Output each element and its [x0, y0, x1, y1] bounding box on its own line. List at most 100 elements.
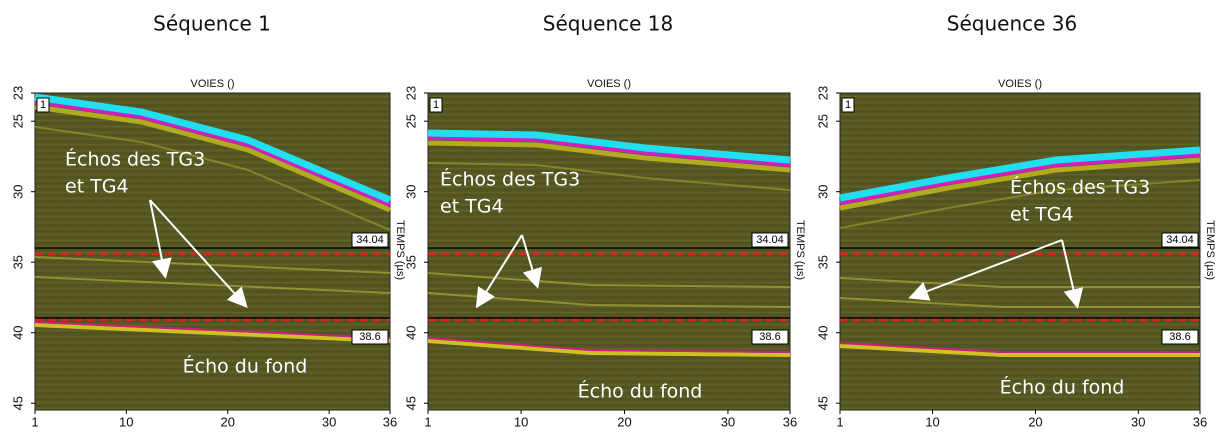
- bottom-echo-magenta: [839, 342, 1200, 353]
- annotation: et TG4: [440, 196, 504, 218]
- echo-faint: [427, 162, 791, 191]
- y-tick-label: 35: [815, 255, 830, 269]
- gate-box: [751, 232, 789, 248]
- gate-box: [1161, 329, 1199, 345]
- y-tick-label: 40: [10, 325, 25, 339]
- channel-marker: 1: [433, 99, 439, 111]
- x-tick-label: 10: [925, 414, 939, 429]
- gate-box: [351, 232, 389, 248]
- x-tick-label: 10: [514, 414, 528, 429]
- echo-cyan: [427, 129, 791, 164]
- echo-yellow: [427, 140, 791, 173]
- x-axis-title: VOIES (): [587, 78, 631, 90]
- echo-faint: [34, 126, 391, 231]
- x-tick-label: 30: [1131, 414, 1145, 429]
- y-tick-label: 25: [10, 114, 25, 128]
- y-axis-title: TEMPS (µs): [1204, 220, 1216, 280]
- y-tick-label: 30: [403, 184, 418, 198]
- y-tick-label: 45: [403, 396, 418, 410]
- echo-flaw-1: [839, 277, 1200, 288]
- annotation: Échos des TG3: [65, 148, 205, 171]
- channel-box: [36, 97, 50, 113]
- y-axis-title: TEMPS (µs): [794, 220, 806, 280]
- y-tick-label: 25: [815, 114, 830, 128]
- y-axis-title: TEMPS (µs): [394, 220, 406, 280]
- x-tick-label: 20: [617, 414, 631, 429]
- bottom-echo-label: Écho du fond: [183, 355, 308, 378]
- arrow: [149, 199, 172, 279]
- bottom-echo-yellow: [427, 339, 791, 357]
- panel-title: Séquence 36: [947, 12, 1077, 36]
- gate-label: 38.6: [759, 331, 780, 343]
- y-tick-label: 45: [10, 396, 25, 410]
- annotation: et TG4: [65, 176, 129, 198]
- x-tick-label: 36: [1193, 414, 1207, 429]
- channel-box: [429, 97, 443, 113]
- gate-label: 34.04: [1166, 234, 1194, 246]
- gate-box: [751, 329, 789, 345]
- x-tick-label: 36: [783, 414, 797, 429]
- y-tick-label: 25: [403, 114, 418, 128]
- echo-yellow: [34, 104, 391, 213]
- arrow: [1061, 239, 1084, 309]
- bottom-echo-magenta: [34, 321, 391, 339]
- y-tick-label: 45: [815, 396, 830, 410]
- gate-label: 34.04: [356, 234, 384, 246]
- x-tick-label: 1: [31, 414, 38, 429]
- y-tick-label: 30: [815, 184, 830, 198]
- bottom-echo-yellow: [34, 323, 391, 343]
- y-tick-label: 40: [403, 325, 418, 339]
- bottom-echo-yellow: [839, 344, 1200, 357]
- bottom-echo-label: Écho du fond: [578, 380, 703, 403]
- y-tick-label: 23: [403, 86, 418, 100]
- x-tick-label: 30: [721, 414, 735, 429]
- y-tick-label: 30: [10, 184, 25, 198]
- bottom-echo-magenta: [427, 337, 791, 353]
- echo-flaw-2: [839, 297, 1200, 308]
- echo-magenta: [34, 100, 391, 207]
- y-tick-label: 40: [815, 325, 830, 339]
- gate-box: [1161, 232, 1199, 248]
- annotation: Échos des TG3: [1010, 176, 1150, 199]
- y-tick-label: 35: [403, 255, 418, 269]
- echo-cyan: [839, 146, 1201, 202]
- arrow: [149, 199, 248, 308]
- x-tick-label: 10: [119, 414, 133, 429]
- x-tick-label: 1: [836, 414, 843, 429]
- annotation: et TG4: [1010, 204, 1074, 226]
- echo-flaw-1: [427, 272, 791, 288]
- x-tick-label: 1: [424, 414, 431, 429]
- channel-marker: 1: [40, 99, 46, 111]
- arrow: [475, 234, 523, 309]
- x-axis-title: VOIES (): [998, 78, 1042, 90]
- y-tick-label: 35: [10, 255, 25, 269]
- echo-flaw-2: [34, 276, 391, 294]
- gate-label: 38.6: [359, 331, 380, 343]
- gate-label: 38.6: [1169, 331, 1190, 343]
- bottom-echo-label: Écho du fond: [1000, 376, 1125, 399]
- x-tick-label: 20: [220, 414, 234, 429]
- x-tick-label: 36: [383, 414, 397, 429]
- echo-cyan: [34, 93, 392, 204]
- echo-faint: [839, 179, 1201, 229]
- arrow: [521, 234, 542, 289]
- channel-box: [841, 97, 855, 113]
- y-tick-label: 23: [815, 86, 830, 100]
- echo-yellow: [839, 157, 1201, 211]
- y-tick-label: 23: [10, 86, 25, 100]
- x-tick-label: 20: [1028, 414, 1042, 429]
- panel-title: Séquence 1: [153, 12, 271, 36]
- panel-title: Séquence 18: [543, 12, 673, 36]
- gate-box: [351, 329, 389, 345]
- x-tick-label: 30: [322, 414, 336, 429]
- annotation: Échos des TG3: [440, 168, 580, 191]
- echo-magenta: [427, 136, 791, 167]
- arrow: [908, 239, 1063, 301]
- echo-magenta: [839, 153, 1201, 205]
- x-axis-title: VOIES (): [190, 78, 234, 90]
- scan-image: [34, 92, 391, 411]
- gate-label: 34.04: [756, 234, 784, 246]
- scan-image: [839, 92, 1201, 411]
- channel-marker: 1: [845, 99, 851, 111]
